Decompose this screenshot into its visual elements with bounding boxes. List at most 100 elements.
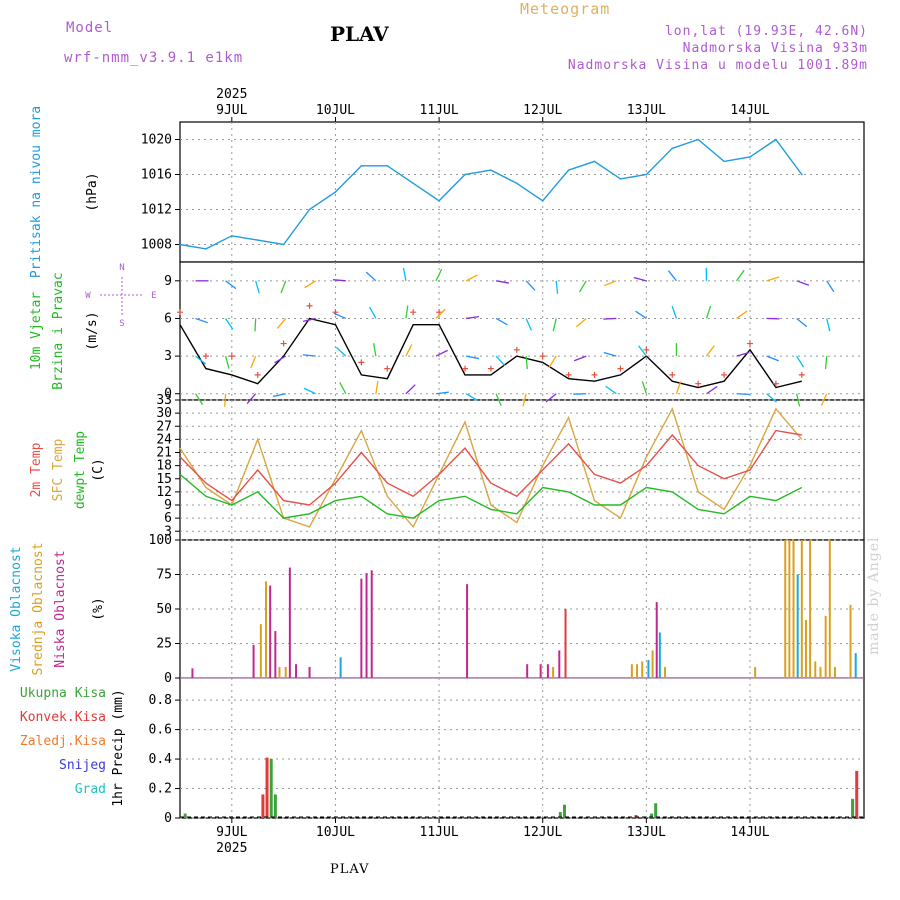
wind-arrow-0-19 [766, 276, 780, 282]
ytick-label-precipitation-2: 0.4 [149, 752, 173, 767]
wind-arrow-0-20 [796, 280, 810, 286]
wind-arrow-3-11 [522, 393, 527, 407]
high-cloud-label: Visoka Oblacnost [9, 546, 24, 671]
wind-ylabel-sub: Brzina i Pravac [51, 272, 66, 389]
pressure-point-20 [697, 138, 699, 141]
wind-arrow-2-10 [495, 355, 506, 367]
cloud-bar-4 [269, 585, 272, 678]
pressure-point-4 [282, 243, 285, 246]
wind-arrow-1-2 [254, 318, 257, 332]
xtick-bottom-5: 14JUL [730, 825, 769, 840]
cloud-bar-13 [365, 573, 368, 678]
cloud-bar-35 [800, 540, 803, 678]
wind-arrow-1-10 [495, 317, 508, 326]
cloud-bar-29 [664, 666, 667, 678]
pressure-point-22 [749, 156, 751, 158]
wind-arrow-3-3 [272, 393, 286, 398]
cloud-bar-38 [814, 661, 817, 678]
cloud-bar-23 [636, 664, 639, 678]
wind-gust-marker-23 [772, 380, 779, 387]
pressure-point-10 [438, 199, 440, 202]
wind-arrow-0-18 [736, 269, 745, 282]
wind-arrow-3-14 [605, 385, 617, 395]
wind-arrow-3-15 [641, 381, 647, 394]
cloud-bar-32 [788, 540, 791, 678]
pressure-point-2 [231, 234, 233, 237]
wind-gust-marker-7 [358, 359, 365, 366]
wind-arrow-2-8 [435, 349, 448, 357]
cloud-bar-14 [370, 570, 373, 678]
cloud-unit: (%) [91, 597, 106, 620]
xtick-top-5: 14JUL [730, 103, 769, 118]
cloud-bar-25 [647, 660, 650, 678]
wind-gust-marker-0 [177, 309, 183, 316]
cloud-bar-9 [295, 664, 298, 678]
wind-arrow-2-3 [274, 355, 287, 364]
cloud-bar-33 [792, 540, 795, 678]
temp-unit: (C) [91, 458, 106, 481]
wind-arrow-0-5 [332, 279, 346, 282]
precip-bar-11 [855, 770, 859, 818]
cloud-bar-15 [466, 584, 469, 678]
cloud-bar-5 [274, 631, 277, 678]
wind-arrow-3-0 [195, 393, 204, 405]
wind-arrow-2-21 [824, 356, 828, 370]
precip-legend-2: Zaledj.Kisa [20, 734, 106, 749]
wind-arrow-0-9 [465, 274, 478, 282]
wind-gust-marker-16 [591, 371, 598, 378]
cloud-bar-28 [658, 632, 661, 678]
wind-arrow-0-7 [402, 267, 407, 281]
pressure-point-3 [256, 239, 259, 241]
pressure-point-13 [516, 182, 518, 185]
ytick-label-temperature-7: 24 [156, 432, 172, 447]
elevation: Nadmorska Visina 933m [682, 41, 868, 56]
cloud-bar-43 [849, 604, 852, 678]
precip-legend-3: Snijeg [59, 758, 106, 773]
cloud-bar-30 [754, 666, 757, 678]
wind-arrow-3-18 [736, 393, 750, 396]
precip-bar-1 [261, 794, 265, 818]
cloud-bar-2 [259, 624, 262, 678]
wind-gust-marker-4 [280, 340, 287, 347]
ytick-label-clouds-4: 100 [149, 533, 172, 548]
wind-arrow-2-11 [525, 356, 528, 370]
wind-arrow-0-14 [604, 280, 617, 287]
ytick-label-pressure-0: 1008 [141, 238, 172, 253]
wind-gust-marker-17 [617, 365, 624, 372]
pressure-point-24 [801, 173, 803, 176]
pressure-point-23 [775, 138, 777, 141]
precip-bar-4 [273, 794, 277, 818]
ytick-label-temperature-9: 30 [156, 406, 172, 421]
pressure-point-11 [464, 173, 466, 176]
wind-arrow-2-17 [705, 345, 715, 357]
wind-arrow-1-17 [705, 305, 712, 319]
wind-arrow-1-16 [671, 305, 678, 319]
cloud-bar-21 [564, 609, 567, 678]
wind-arrow-2-4 [302, 354, 316, 357]
wind-gust-marker-8 [384, 365, 391, 372]
wind-gust-marker-11 [462, 365, 468, 372]
wind-arrow-2-2 [250, 355, 257, 369]
meteogram-title: Meteogram [520, 0, 611, 18]
wind-gust-marker-1 [202, 353, 209, 360]
ytick-label-pressure-1: 1012 [141, 203, 172, 218]
pressure-point-5 [308, 208, 311, 211]
wind-gust-marker-12 [487, 365, 494, 372]
wind-gust-marker-15 [565, 371, 572, 378]
wind-arrow-1-18 [736, 310, 748, 319]
ytick-label-precipitation-3: 0.6 [149, 723, 172, 738]
cloud-bar-1 [252, 644, 255, 678]
wind-arrow-3-17 [706, 385, 718, 395]
wind-arrow-3-19 [766, 393, 777, 403]
dewpt-line [179, 473, 803, 519]
ytick-label-pressure-2: 1016 [141, 168, 172, 183]
station-name: PLAV [330, 22, 389, 46]
model-elevation: Nadmorska Visina u modelu 1001.89m [567, 58, 868, 73]
cloud-bar-18 [546, 664, 549, 678]
precip-bar-0 [183, 813, 187, 818]
wind-arrow-1-6 [369, 306, 377, 319]
cloud-bar-39 [819, 666, 822, 678]
panel-frame-precipitation [179, 677, 865, 819]
ytick-label-temperature-5: 18 [156, 459, 172, 474]
